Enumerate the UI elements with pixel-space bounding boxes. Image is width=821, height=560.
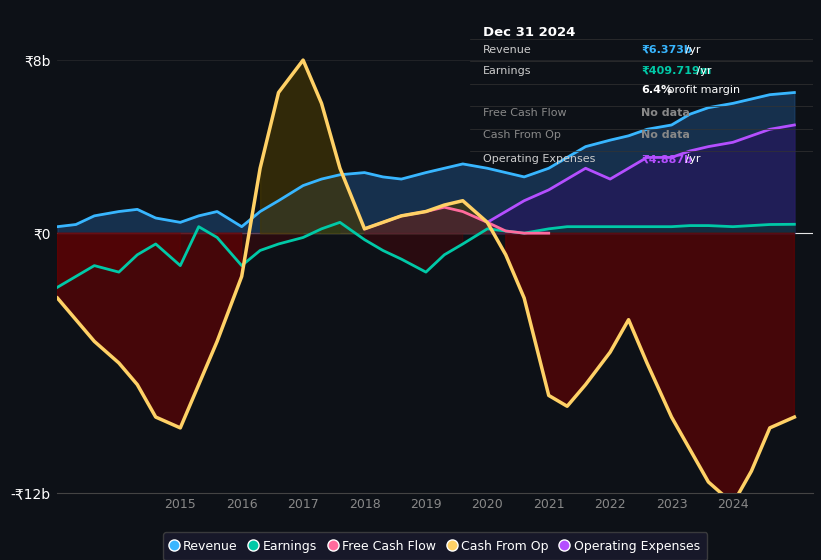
Text: ₹4.887b: ₹4.887b: [641, 155, 692, 165]
Text: ₹6.373b: ₹6.373b: [641, 45, 692, 55]
Text: Earnings: Earnings: [484, 66, 532, 76]
Text: Dec 31 2024: Dec 31 2024: [484, 26, 576, 39]
Text: Revenue: Revenue: [484, 45, 532, 55]
Text: Free Cash Flow: Free Cash Flow: [484, 108, 567, 118]
Legend: Revenue, Earnings, Free Cash Flow, Cash From Op, Operating Expenses: Revenue, Earnings, Free Cash Flow, Cash …: [163, 533, 707, 560]
Text: Cash From Op: Cash From Op: [484, 130, 562, 140]
Text: Operating Expenses: Operating Expenses: [484, 155, 596, 165]
Text: /yr: /yr: [693, 66, 712, 76]
Text: No data: No data: [641, 130, 690, 140]
Text: /yr: /yr: [681, 45, 700, 55]
Text: profit margin: profit margin: [664, 85, 741, 95]
Text: No data: No data: [641, 108, 690, 118]
Text: 6.4%: 6.4%: [641, 85, 672, 95]
Text: /yr: /yr: [681, 155, 700, 165]
Text: ₹409.719m: ₹409.719m: [641, 66, 712, 76]
